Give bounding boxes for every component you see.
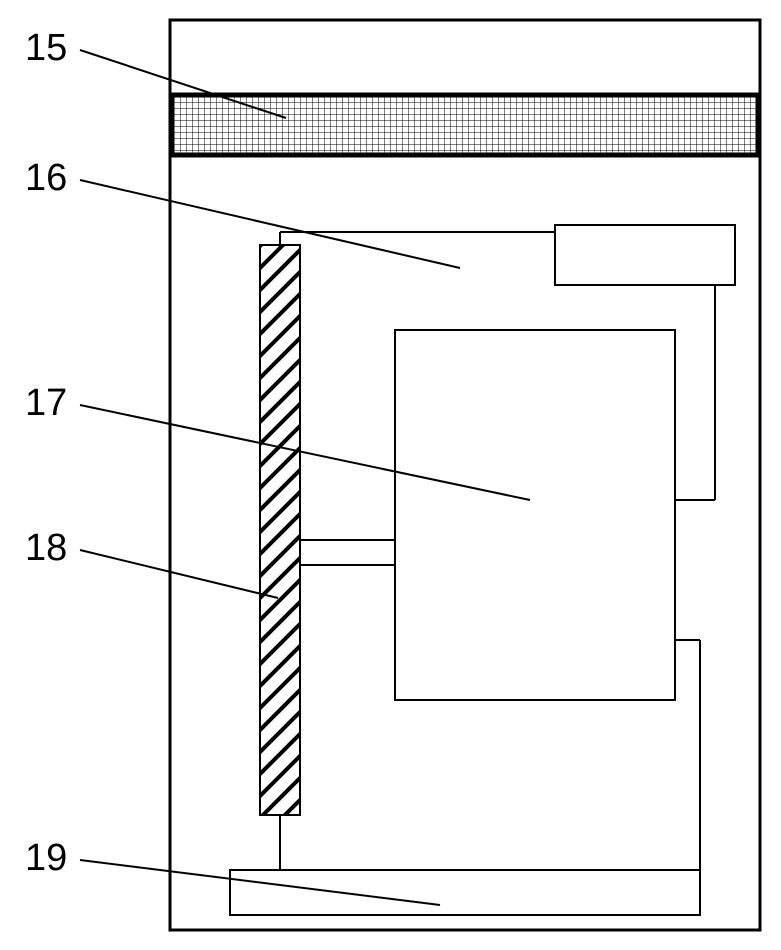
label-17: 17 (25, 382, 67, 424)
base-box (230, 870, 700, 915)
upper-small-box (555, 225, 735, 285)
label-16: 16 (25, 157, 67, 199)
label-19: 19 (25, 837, 67, 879)
leader-18 (80, 550, 278, 598)
center-large-box (395, 330, 675, 700)
diagram-stage: 15 16 17 18 19 (0, 0, 781, 950)
label-18: 18 (25, 527, 67, 569)
mesh-band (172, 95, 758, 155)
hatched-bar (260, 245, 300, 815)
label-15: 15 (25, 27, 67, 69)
